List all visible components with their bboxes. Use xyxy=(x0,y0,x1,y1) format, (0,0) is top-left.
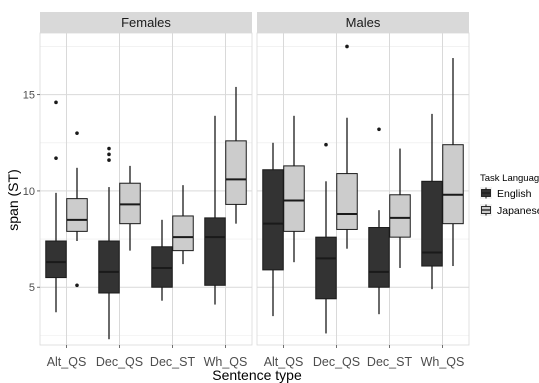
y-tick-label: 15 xyxy=(23,90,35,102)
box-japanese-alt_qs xyxy=(283,115,305,263)
box-japanese-dec_qs xyxy=(336,44,358,249)
outlier-point xyxy=(75,283,79,288)
x-tick-label: Wh_QS xyxy=(421,355,465,369)
facet-panels: Females Males xyxy=(39,12,470,346)
box-iqr xyxy=(442,144,464,225)
box-japanese-wh_qs xyxy=(225,86,247,224)
box-iqr xyxy=(368,227,390,288)
box-english-alt_qs xyxy=(45,100,67,313)
facet-strip-label: Males xyxy=(346,15,381,30)
box-japanese-dec_qs xyxy=(119,165,141,251)
box-japanese-dec_st xyxy=(172,185,194,265)
legend-entry-japanese: Japanese xyxy=(480,204,539,217)
outlier-point xyxy=(54,156,58,160)
box-japanese-alt_qs xyxy=(66,131,88,288)
box-marks xyxy=(45,44,464,340)
x-tick-label: Dec_ST xyxy=(367,355,413,369)
legend: Task Language English Japanese xyxy=(480,173,539,217)
x-tick-label: Dec_ST xyxy=(150,355,196,369)
box-iqr xyxy=(204,217,226,286)
outlier-point xyxy=(54,100,58,105)
x-tick-label: Alt_QS xyxy=(47,355,87,369)
box-english-dec_qs xyxy=(315,142,337,334)
outlier-point xyxy=(75,131,79,135)
box-iqr xyxy=(66,198,88,232)
legend-entries: English Japanese xyxy=(480,187,539,217)
outlier-point xyxy=(345,44,349,49)
box-iqr xyxy=(172,215,194,252)
outlier-point xyxy=(107,146,111,151)
y-tick-label: 5 xyxy=(29,282,35,294)
x-tick-label: Dec_QS xyxy=(313,355,360,369)
box-english-dec_qs xyxy=(98,146,120,340)
facet-strip xyxy=(40,12,252,33)
box-japanese-dec_st xyxy=(389,148,411,268)
outlier-point xyxy=(324,142,328,147)
x-tick-label: Wh_QS xyxy=(204,355,248,369)
legend-title: Task Language xyxy=(480,173,539,184)
x-tick-label: Dec_QS xyxy=(96,355,143,369)
box-iqr xyxy=(45,240,67,279)
box-english-wh_qs xyxy=(421,113,443,290)
box-english-dec_st xyxy=(368,127,390,315)
box-japanese-wh_qs xyxy=(442,58,464,267)
box-iqr xyxy=(389,194,411,238)
box-iqr xyxy=(225,140,247,205)
panel-background xyxy=(40,33,252,345)
box-iqr xyxy=(262,169,284,271)
x-tick-label: Alt_QS xyxy=(264,355,304,369)
facet-strip xyxy=(257,12,469,33)
box-iqr xyxy=(315,236,337,300)
y-tick-label: 10 xyxy=(23,186,35,198)
legend-entry-english: English xyxy=(480,187,532,200)
y-axis-title: span (ST) xyxy=(5,169,21,230)
legend-label: Japanese xyxy=(497,205,539,217)
box-iqr xyxy=(98,240,120,294)
box-iqr xyxy=(283,165,305,232)
outlier-point xyxy=(377,127,381,132)
outlier-point xyxy=(107,158,111,162)
axes: Alt_QS Dec_QS Dec_ST Wh_QS Alt_QS Dec_QS Dec_S… xyxy=(23,90,465,369)
facet-strip-label: Females xyxy=(121,15,171,30)
x-axis-title: Sentence type xyxy=(212,367,302,383)
outlier-point xyxy=(107,152,111,157)
legend-label: English xyxy=(497,188,532,200)
box-english-wh_qs xyxy=(204,115,226,305)
box-english-dec_st xyxy=(151,219,173,301)
box-iqr xyxy=(336,173,358,230)
